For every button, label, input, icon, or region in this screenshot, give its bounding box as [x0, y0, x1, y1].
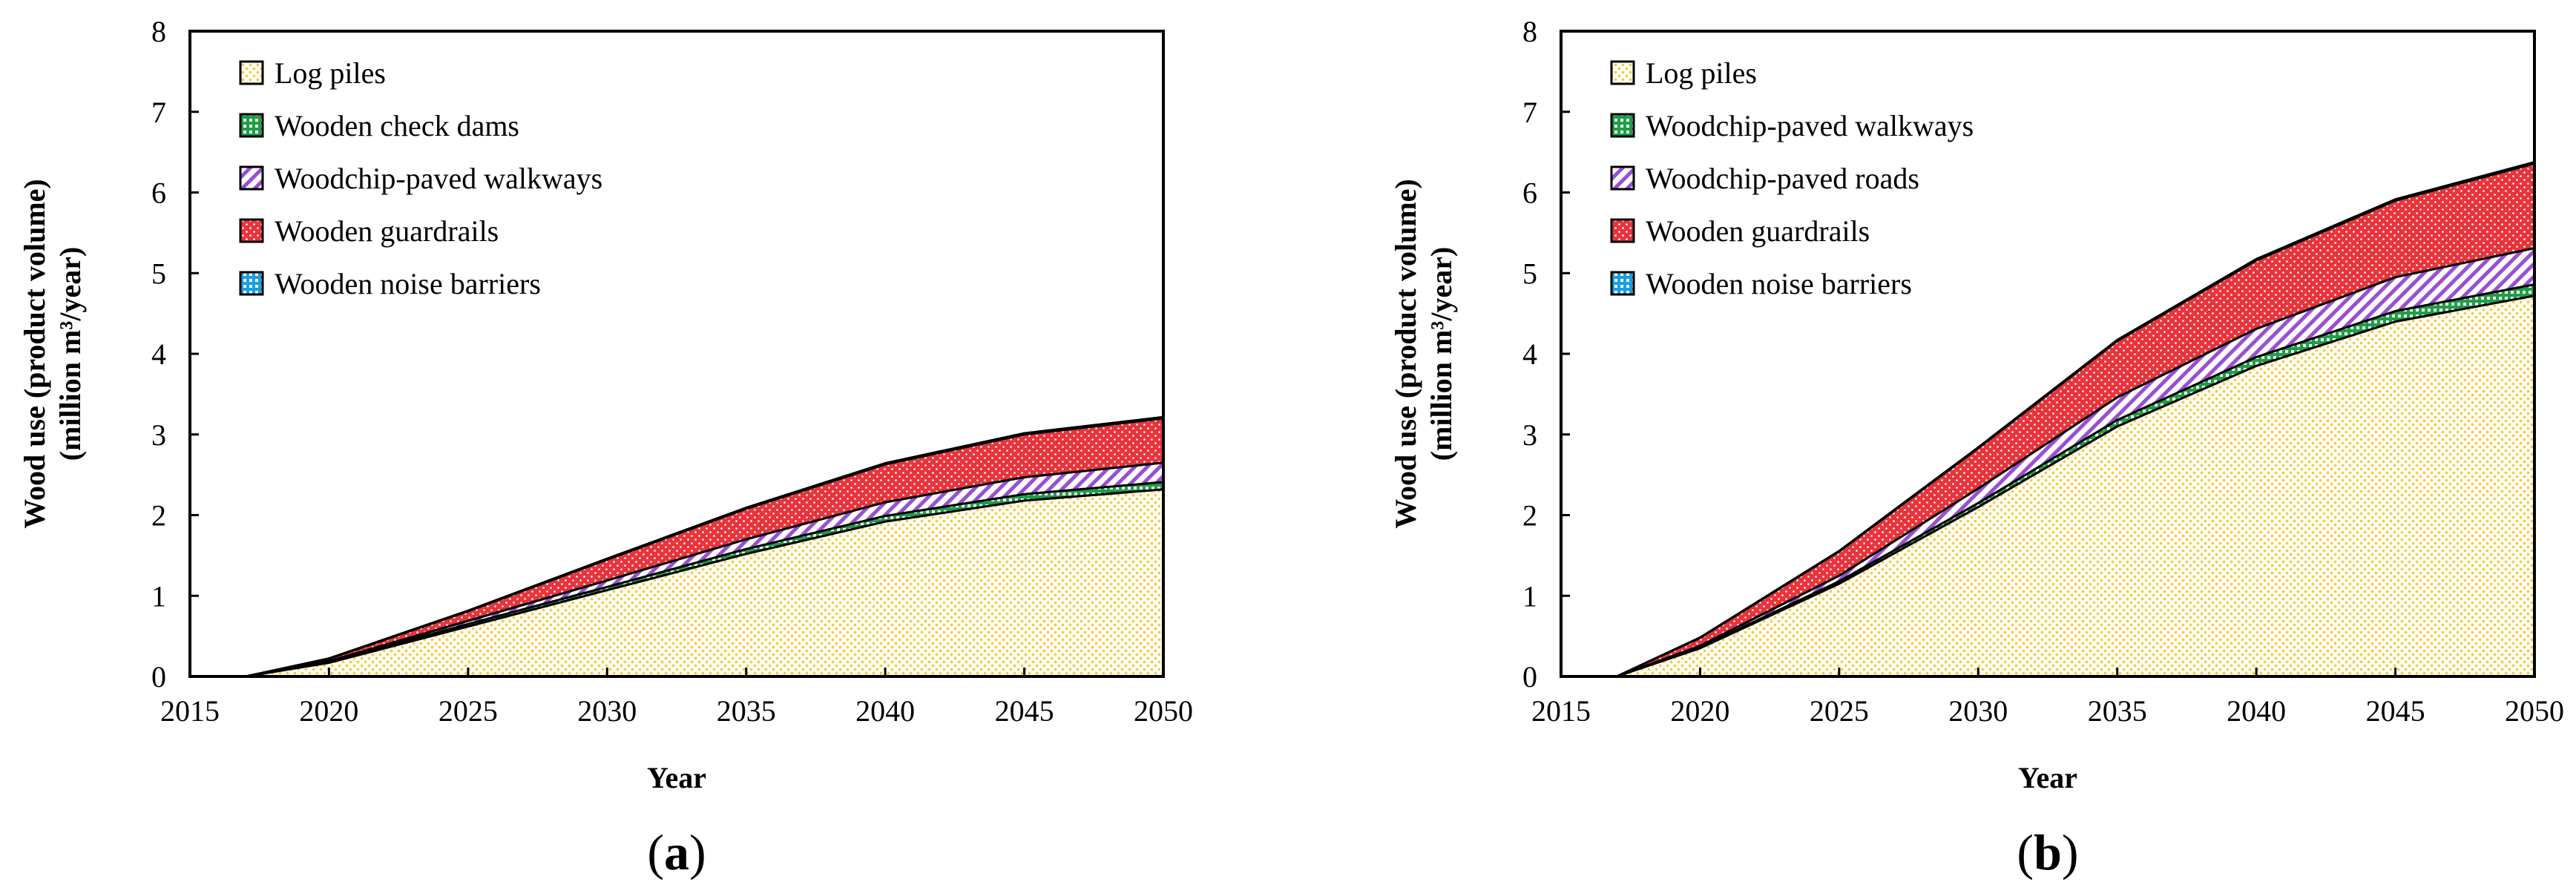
- legend-label: Log piles: [275, 56, 386, 90]
- legend: Log piles Wooden check dams Woodchip-paved…: [239, 56, 602, 300]
- y-tick-label: 4: [1522, 337, 1537, 371]
- x-tick-label: 2045: [2366, 694, 2425, 728]
- y-tick-label: 7: [151, 96, 166, 129]
- legend-swatch: [1610, 271, 1635, 296]
- y-tick-label: 0: [151, 660, 166, 694]
- y-axis-title-line1: Wood use (product volume): [1389, 179, 1422, 529]
- x-tick-label: 2015: [1531, 694, 1591, 728]
- legend-label: Woodchip-paved walkways: [275, 162, 602, 195]
- panel-label-close: ): [689, 824, 706, 880]
- y-tick-label: 1: [1522, 579, 1537, 613]
- axis-ticks: 2015 2020 2025 2030 2035 2040 2045 2050 0 1 2 3 4 5 6 7…: [151, 15, 1193, 728]
- y-tick-label: 3: [151, 418, 166, 452]
- legend-swatch: [239, 113, 264, 138]
- legend-label: Wooden guardrails: [275, 214, 499, 248]
- x-tick-label: 2050: [1134, 694, 1193, 728]
- x-tick-label: 2040: [2227, 694, 2286, 728]
- legend-swatch: [239, 218, 264, 243]
- y-tick-label: 2: [1522, 499, 1537, 533]
- x-tick-label: 2020: [299, 694, 358, 728]
- legend-swatch: [1610, 165, 1635, 191]
- axis-ticks: 2015 2020 2025 2030 2035 2040 2045 2050 0 1 2 3 4 5 6 7…: [1522, 15, 2564, 728]
- y-tick-label: 4: [151, 337, 166, 371]
- x-tick-label: 2035: [717, 694, 776, 728]
- legend-label: Woodchip-paved walkways: [1646, 109, 1974, 142]
- x-tick-label: 2030: [1948, 694, 2008, 728]
- x-axis-title: Year: [2018, 761, 2077, 794]
- y-tick-label: 2: [151, 499, 166, 533]
- panel-label: (b): [2017, 824, 2078, 880]
- legend-swatch: [1610, 113, 1635, 138]
- panel-label-open: (: [647, 824, 664, 880]
- stacked-areas: [244, 415, 1165, 678]
- x-tick-label: 2025: [438, 694, 498, 728]
- y-tick-label: 6: [151, 177, 166, 210]
- stacked-areas: [1615, 161, 2536, 678]
- panel-label-close: ): [2062, 824, 2079, 880]
- legend-swatch: [239, 60, 264, 85]
- y-tick-label: 6: [1522, 177, 1537, 210]
- panel-label-letter: b: [2034, 824, 2062, 880]
- x-tick-label: 2035: [2088, 694, 2147, 728]
- y-tick-label: 5: [151, 257, 166, 290]
- y-tick-label: 5: [1522, 257, 1537, 290]
- legend-label: Wooden noise barriers: [275, 267, 541, 300]
- x-tick-label: 2050: [2505, 694, 2564, 728]
- y-tick-label: 0: [1522, 660, 1537, 694]
- x-tick-label: 2040: [855, 694, 915, 728]
- y-axis-title-line2: (million m³/year): [1425, 247, 1458, 461]
- x-tick-label: 2015: [160, 694, 220, 728]
- legend-swatch: [239, 271, 264, 296]
- y-tick-label: 3: [1522, 418, 1537, 452]
- y-axis-title-line2: (million m³/year): [53, 247, 87, 461]
- y-axis-title-line1: Wood use (product volume): [18, 179, 51, 529]
- y-tick-label: 8: [151, 15, 166, 48]
- chart-panel-b: 2015 2020 2025 2030 2035 2040 2045 2050 0 1 2 3 4 5 6 7…: [1389, 15, 2564, 880]
- legend-swatch: [239, 165, 264, 191]
- panel-label-open: (: [2017, 824, 2034, 880]
- x-tick-label: 2045: [995, 694, 1054, 728]
- legend-swatch: [1610, 218, 1635, 243]
- x-tick-label: 2025: [1810, 694, 1869, 728]
- panel-label-letter: a: [664, 824, 689, 880]
- legend-swatch: [1610, 60, 1635, 85]
- y-tick-label: 8: [1522, 15, 1537, 48]
- legend-label: Wooden noise barriers: [1646, 267, 1912, 300]
- x-tick-label: 2020: [1670, 694, 1729, 728]
- legend: Log piles Woodchip-paved walkways Woodchip…: [1610, 56, 1974, 300]
- panel-label: (a): [647, 824, 706, 880]
- legend-label: Wooden guardrails: [1646, 214, 1870, 248]
- chart-panel-a: 2015 2020 2025 2030 2035 2040 2045 2050 0 1 2 3 4 5 6 7…: [18, 15, 1193, 880]
- y-tick-label: 7: [1522, 96, 1537, 129]
- legend-label: Woodchip-paved roads: [1646, 162, 1919, 195]
- y-tick-label: 1: [151, 579, 166, 613]
- legend-label: Wooden check dams: [275, 109, 519, 142]
- legend-label: Log piles: [1646, 56, 1757, 90]
- x-tick-label: 2030: [577, 694, 637, 728]
- x-axis-title: Year: [647, 761, 706, 794]
